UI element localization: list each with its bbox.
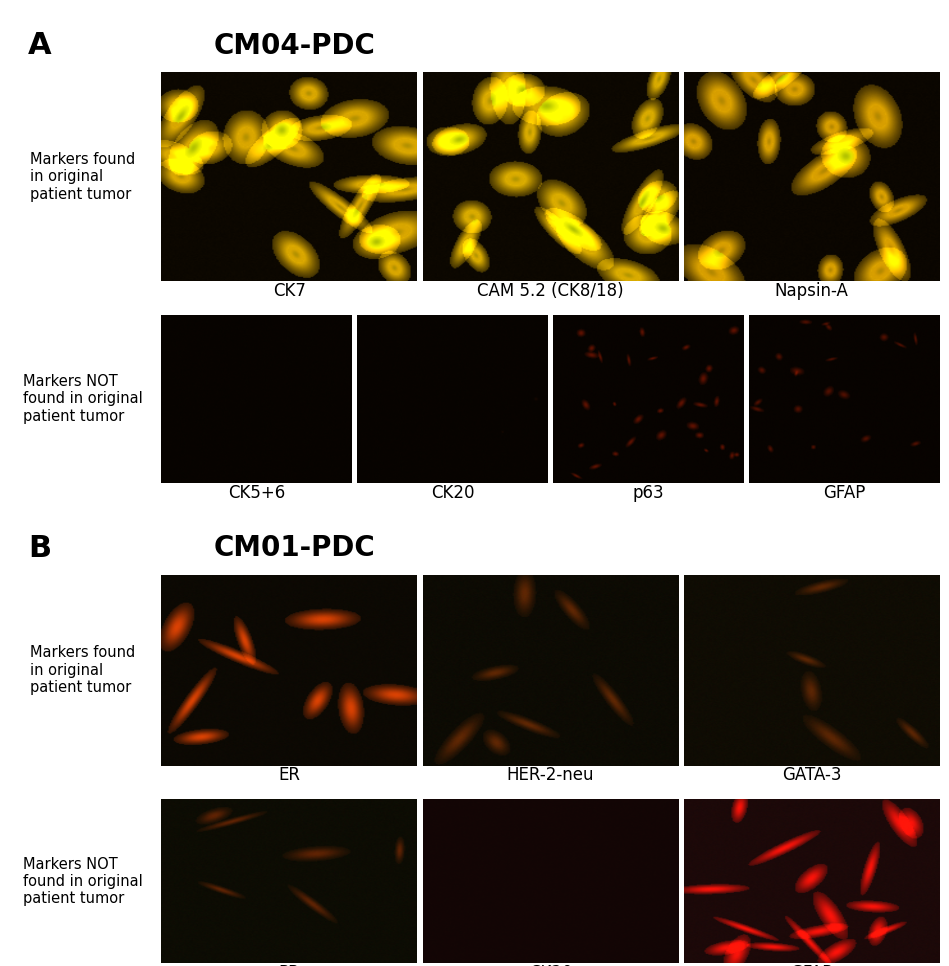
Text: Markers NOT
found in original
patient tumor: Markers NOT found in original patient tu… (23, 374, 143, 424)
Text: CK7: CK7 (272, 281, 306, 299)
Text: Markers NOT
found in original
patient tumor: Markers NOT found in original patient tu… (23, 857, 143, 906)
Text: PR: PR (278, 964, 300, 966)
Text: Markers found
in original
patient tumor: Markers found in original patient tumor (30, 152, 136, 202)
Text: CM01-PDC: CM01-PDC (214, 534, 376, 562)
Text: CM04-PDC: CM04-PDC (214, 32, 376, 60)
Text: CAM 5.2 (CK8/18): CAM 5.2 (CK8/18) (477, 281, 623, 299)
Text: CK20: CK20 (529, 964, 572, 966)
Text: ER: ER (278, 766, 300, 784)
Text: GFAP: GFAP (791, 964, 833, 966)
Text: B: B (28, 533, 51, 563)
Text: HER-2-neu: HER-2-neu (507, 766, 594, 784)
Text: A: A (28, 31, 51, 61)
Text: GFAP: GFAP (823, 484, 865, 501)
Text: Markers found
in original
patient tumor: Markers found in original patient tumor (30, 645, 136, 696)
Text: p63: p63 (633, 484, 664, 501)
Text: GATA-3: GATA-3 (782, 766, 842, 784)
Text: Napsin-A: Napsin-A (774, 281, 848, 299)
Text: CK20: CK20 (431, 484, 474, 501)
Text: CK5+6: CK5+6 (228, 484, 285, 501)
